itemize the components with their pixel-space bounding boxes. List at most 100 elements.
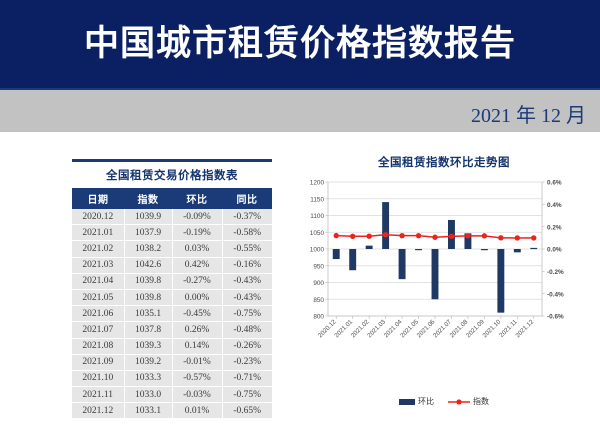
cell-mom: 0.14% (172, 338, 223, 355)
cell-date: 2021.03 (72, 257, 125, 274)
cell-date: 2021.04 (72, 273, 125, 290)
trend-chart: 1200 1150 1100 1050 1000 950 900 850 800 0.6% 0.4%… (310, 180, 564, 340)
chart-line-marker (415, 232, 422, 239)
cell-date: 2021.12 (72, 402, 125, 419)
chart-line-marker (481, 233, 488, 239)
chart-line-marker (399, 232, 405, 239)
right-axis-tick: -0.6% (547, 314, 564, 321)
cell-mom: -0.27% (172, 273, 223, 290)
report-body: 全国租赁交易价格指数表 日期 指数 环比 同比 2020.12 1039.9 -0.… (0, 132, 600, 430)
left-axis-tick: 900 (313, 280, 324, 287)
legend-label-index: 指数 (473, 397, 489, 406)
cell-mom: -0.09% (172, 209, 223, 226)
cell-date: 2021.11 (72, 386, 125, 404)
cell-date: 2021.05 (72, 289, 125, 307)
table-title: 全国租赁交易价格指数表 (72, 162, 272, 188)
cell-index: 1039.2 (124, 354, 173, 371)
left-axis-tick: 950 (313, 263, 324, 270)
chart-line-marker (514, 235, 521, 241)
chart-bar (464, 233, 472, 249)
left-axis-tick: 1050 (310, 230, 325, 237)
left-axis-tick: 1200 (310, 180, 325, 187)
cell-date: 2021.07 (72, 321, 125, 339)
column-header-yoy: 同比 (222, 188, 272, 209)
table-row: 2021.09 1039.2 -0.01% -0.23% (72, 354, 272, 371)
cell-yoy: -0.26% (222, 338, 272, 355)
chart-bar (365, 245, 373, 249)
cell-mom: 0.01% (172, 402, 223, 419)
cell-yoy: -0.75% (222, 305, 272, 323)
chart-legend: 环比 指数 (296, 396, 592, 407)
x-axis-tick: 2021.12 (514, 318, 535, 339)
cell-mom: -0.03% (172, 386, 223, 404)
table-row: 2021.11 1033.0 -0.03% -0.75% (72, 386, 272, 404)
cell-index: 1033.0 (124, 386, 173, 404)
table-row: 2020.12 1039.9 -0.09% -0.37% (72, 209, 272, 226)
chart-bar (513, 249, 521, 253)
table-row: 2021.10 1033.3 -0.57% -0.71% (72, 370, 272, 388)
date-subbar: 2021 年 12 月 (0, 88, 600, 134)
cell-index: 1039.3 (124, 338, 173, 355)
chart-bar (382, 202, 390, 249)
cell-mom: 0.00% (172, 289, 223, 307)
legend-item-mom: 环比 (399, 396, 434, 407)
cell-date: 2021.02 (72, 240, 125, 258)
cell-yoy: -0.71% (222, 370, 272, 388)
cell-index: 1033.1 (124, 402, 173, 419)
column-header-date: 日期 (72, 188, 124, 209)
cell-yoy: -0.43% (222, 289, 272, 307)
right-axis-tick: -0.4% (547, 291, 564, 298)
cell-date: 2021.08 (72, 338, 125, 355)
cell-mom: -0.45% (172, 305, 223, 323)
legend-bar-swatch-icon (399, 398, 415, 405)
report-date: 2021 年 12 月 (471, 105, 586, 127)
chart-line-marker (366, 233, 372, 239)
cell-yoy: -0.75% (222, 386, 272, 404)
cell-yoy: -0.58% (222, 224, 272, 242)
chart-bar (415, 249, 422, 251)
table-row: 2021.04 1039.8 -0.27% -0.43% (72, 273, 272, 290)
legend-item-index: 指数 (448, 396, 489, 407)
column-header-index: 指数 (124, 188, 172, 209)
table-row: 2021.01 1037.9 -0.19% -0.58% (72, 224, 272, 242)
cell-date: 2021.01 (72, 224, 125, 242)
chart-bar (332, 249, 340, 260)
left-axis-tick: 1000 (310, 247, 325, 254)
cell-date: 2021.10 (72, 370, 125, 388)
cell-mom: -0.57% (172, 370, 223, 388)
cell-index: 1033.3 (124, 370, 173, 388)
cell-mom: 0.26% (172, 321, 223, 339)
cell-index: 1035.1 (124, 305, 173, 323)
index-table-body: 2020.12 1039.9 -0.09% -0.37% 2021.01 1037.9 -0… (72, 209, 272, 419)
right-axis-tick: 0.0% (547, 247, 562, 254)
cell-date: 2020.12 (72, 209, 125, 226)
page-title: 中国城市租赁价格指数报告 (83, 23, 516, 64)
cell-index: 1042.6 (124, 257, 173, 274)
table-row: 2021.12 1033.1 0.01% -0.65% (72, 402, 272, 419)
left-axis-tick: 850 (313, 297, 324, 304)
right-axis-tick: 0.6% (547, 180, 562, 187)
cell-yoy: -0.48% (222, 321, 272, 339)
table-header-row: 日期 指数 环比 同比 (72, 188, 272, 209)
index-table: 日期 指数 环比 同比 2020.12 1039.9 -0.09% -0.37% 202… (72, 188, 272, 419)
chart-bar (431, 249, 439, 300)
cell-index: 1037.9 (124, 224, 173, 242)
chart-line-marker (333, 232, 339, 239)
cell-yoy: -0.23% (222, 354, 272, 371)
chart-bar (480, 249, 488, 251)
left-axis-tick: 1150 (310, 196, 324, 203)
right-axis-tick: 0.4% (547, 202, 562, 209)
trend-chart-panel: 全国租赁指数环比走势图 1200 1150 1100 1050 1000 950 900 85… (296, 154, 592, 412)
table-top-rule (72, 159, 272, 162)
chart-line-marker (465, 233, 471, 239)
chart-title: 全国租赁指数环比走势图 (378, 155, 510, 169)
table-row: 2021.05 1039.8 0.00% -0.43% (72, 289, 272, 307)
table-row: 2021.03 1042.6 0.42% -0.16% (72, 257, 272, 274)
column-header-mom: 环比 (172, 188, 222, 209)
cell-yoy: -0.65% (222, 402, 272, 419)
left-axis-tick: 1100 (310, 213, 324, 220)
chart-line-marker (349, 233, 356, 240)
left-axis-tick: 800 (313, 314, 324, 321)
index-table-panel: 全国租赁交易价格指数表 日期 指数 环比 同比 2020.12 1039.9 -0.… (72, 159, 272, 419)
